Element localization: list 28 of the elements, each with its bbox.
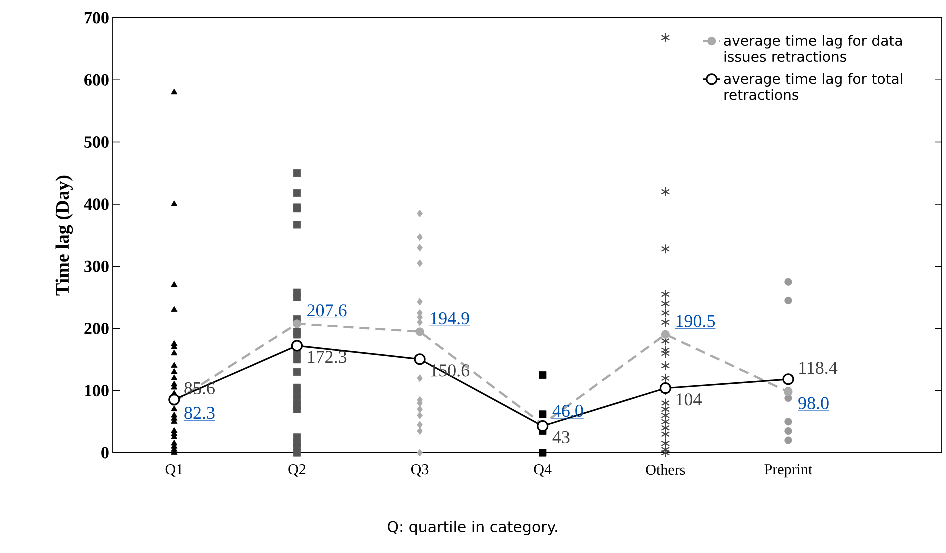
legend-label: average time lag for data issues retractions	[724, 35, 902, 62]
y-tick-label: 100	[85, 385, 109, 397]
data-label: 207.6	[308, 304, 347, 317]
y-tick-label: 600	[84, 74, 109, 86]
data-label: 98.0	[798, 397, 829, 410]
x-tick-label: Q2	[288, 464, 306, 477]
y-tick-label: 500	[84, 136, 109, 148]
legend-label: average time lag for total retractions	[724, 73, 902, 100]
data-label: 82.3	[184, 407, 215, 420]
y-tick-label: 700	[84, 12, 109, 24]
y-tick-label: 200	[84, 322, 109, 334]
data-label: 104	[676, 394, 702, 406]
data-label: 43	[552, 431, 570, 444]
y-axis-title: Time lag (Day)	[56, 176, 74, 296]
data-label: 194.9	[431, 312, 470, 325]
y-tick-label: 300	[84, 260, 109, 272]
x-tick-label: Preprint	[764, 464, 813, 478]
x-tick-label: Others	[646, 464, 686, 476]
data-label: 172.3	[308, 351, 347, 364]
data-label: 190.5	[676, 315, 716, 328]
x-tick-label: Q1	[166, 464, 183, 477]
x-tick-label: Q4	[534, 464, 552, 477]
y-tick-label: 400	[84, 198, 109, 210]
x-tick-label: Q3	[411, 464, 429, 477]
text: Q: quartile in category.	[388, 520, 558, 536]
data-label: 46.0	[552, 404, 584, 418]
y-tick-label: 0	[102, 447, 109, 459]
data-label: 118.4	[800, 362, 838, 374]
